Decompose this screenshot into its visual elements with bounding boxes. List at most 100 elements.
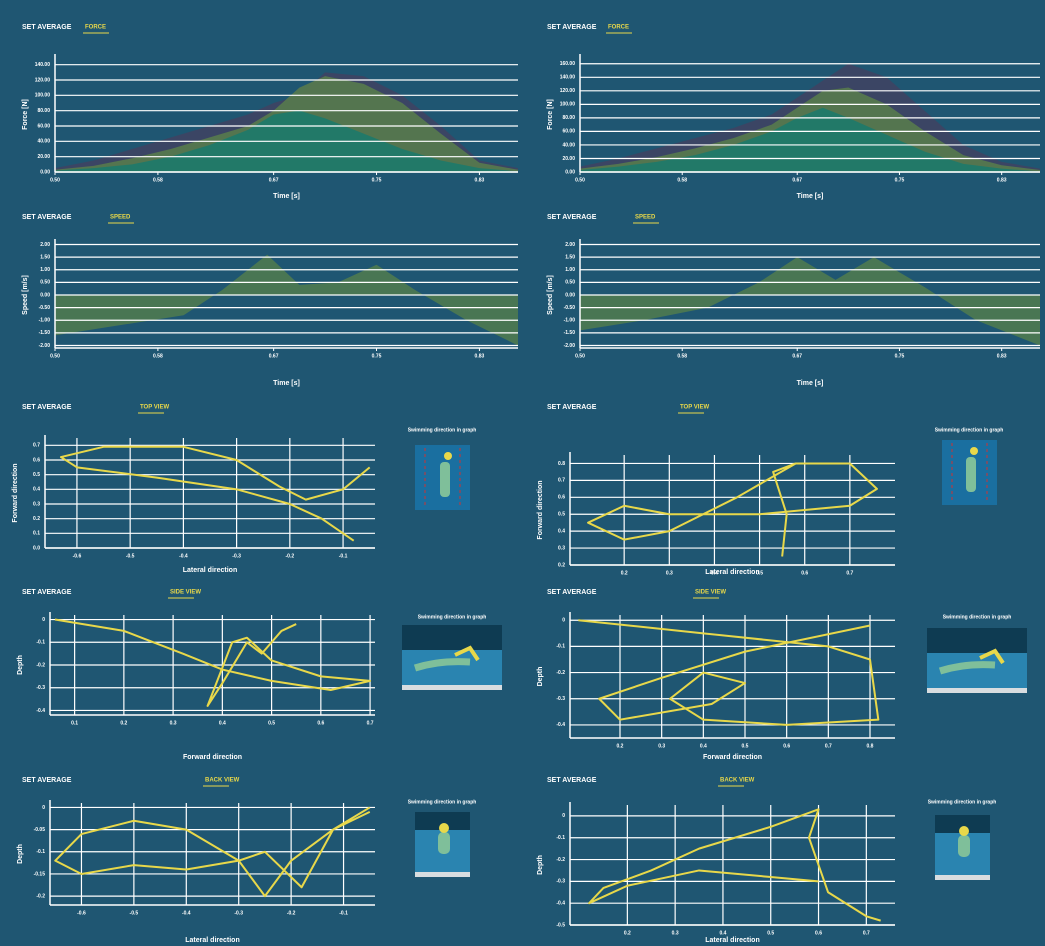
x-axis-label: Forward direction <box>183 754 242 761</box>
y-tick-label: 0.2 <box>558 562 565 568</box>
y-tick-label: -0.2 <box>36 662 45 668</box>
x-tick-label: 0.8 <box>867 743 874 749</box>
x-tick-label: 0.7 <box>367 720 374 726</box>
panel-subtitle: FORCE <box>608 25 629 31</box>
y-tick-label: -2.00 <box>39 343 51 349</box>
y-tick-label: 1.50 <box>40 254 50 260</box>
y-tick-label: 60.00 <box>37 123 50 129</box>
y-tick-label: -1.00 <box>39 318 51 324</box>
x-tick-label: 0.3 <box>170 720 177 726</box>
panel-subtitle: BACK VIEW <box>720 778 755 784</box>
y-tick-label: -0.4 <box>556 901 565 907</box>
y-axis-label: Depth <box>17 844 24 864</box>
x-axis-label: Time [s] <box>797 380 824 387</box>
y-tick-label: 2.00 <box>40 242 50 248</box>
panel-title: SET AVERAGE <box>547 24 597 31</box>
x-tick-label: 0.67 <box>792 177 802 183</box>
y-tick-label: 160.00 <box>560 61 576 67</box>
x-axis-label: Time [s] <box>273 380 300 387</box>
x-axis-label: Forward direction <box>703 754 762 761</box>
x-tick-label: -0.6 <box>77 910 86 916</box>
trajectory <box>578 619 880 726</box>
y-tick-label: 100.00 <box>560 102 576 108</box>
y-tick-label: -0.2 <box>556 857 565 863</box>
x-tick-label: 0.2 <box>120 720 127 726</box>
y-tick-label: 80.00 <box>562 115 575 121</box>
x-tick-label: 0.3 <box>672 930 679 936</box>
x-tick-label: 0.75 <box>372 353 382 359</box>
y-tick-label: 120.00 <box>35 77 51 83</box>
y-tick-label: -0.2 <box>36 893 45 899</box>
panel-title: SET AVERAGE <box>547 214 597 221</box>
y-tick-label: -0.50 <box>564 305 576 311</box>
y-tick-label: 0.1 <box>33 531 40 537</box>
y-tick-label: -0.1 <box>36 849 45 855</box>
y-tick-label: 120.00 <box>560 88 576 94</box>
icon-top-right <box>942 440 997 505</box>
y-tick-label: -0.15 <box>34 871 46 877</box>
icon-caption: Swimming direction in graph <box>943 614 1012 620</box>
y-tick-label: 0.00 <box>40 169 50 175</box>
x-tick-label: -0.4 <box>182 910 191 916</box>
x-tick-label: 0.3 <box>658 743 665 749</box>
y-tick-label: -1.00 <box>564 318 576 324</box>
y-tick-label: -0.4 <box>556 722 565 728</box>
x-tick-label: -0.1 <box>339 910 348 916</box>
panel-title: SET AVERAGE <box>547 777 597 784</box>
x-tick-label: 0.58 <box>677 177 687 183</box>
x-tick-label: 0.6 <box>801 570 808 576</box>
x-tick-label: -0.5 <box>130 910 139 916</box>
y-tick-label: 20.00 <box>562 156 575 162</box>
y-tick-label: 0.6 <box>33 457 40 463</box>
y-tick-label: 40.00 <box>562 142 575 148</box>
y-tick-label: 0.2 <box>33 516 40 522</box>
x-tick-label: 0.5 <box>767 930 774 936</box>
x-tick-label: 0.2 <box>624 930 631 936</box>
x-tick-label: -0.3 <box>234 910 243 916</box>
y-axis-label: Depth <box>537 855 544 875</box>
y-tick-label: 0.3 <box>558 545 565 551</box>
x-tick-label: -0.3 <box>232 553 241 559</box>
panel-subtitle: TOP VIEW <box>140 405 169 411</box>
x-axis-label: Lateral direction <box>705 569 759 576</box>
x-tick-label: 0.5 <box>268 720 275 726</box>
y-tick-label: -0.3 <box>36 685 45 691</box>
icon-top-left <box>415 445 470 510</box>
panel-subtitle: TOP VIEW <box>680 405 709 411</box>
y-tick-label: 0.7 <box>558 478 565 484</box>
x-tick-label: -0.2 <box>286 553 295 559</box>
y-tick-label: 140.00 <box>35 62 51 68</box>
y-tick-label: 1.00 <box>565 267 575 273</box>
x-tick-label: 0.2 <box>621 570 628 576</box>
x-tick-label: -0.5 <box>126 553 135 559</box>
y-tick-label: -0.3 <box>556 879 565 885</box>
x-tick-label: 0.4 <box>719 930 726 936</box>
icon-caption: Swimming direction in graph <box>408 427 477 433</box>
icon-side-left <box>402 625 502 690</box>
x-tick-label: 0.7 <box>846 570 853 576</box>
panel-title: SET AVERAGE <box>22 589 72 596</box>
y-tick-label: 20.00 <box>37 154 50 160</box>
panel-subtitle: SIDE VIEW <box>170 590 201 596</box>
x-axis-label: Lateral direction <box>185 937 239 944</box>
x-tick-label: 0.83 <box>475 177 485 183</box>
y-axis-label: Force [N] <box>22 99 29 130</box>
y-axis-label: Forward direction <box>537 480 544 539</box>
x-tick-label: 0.50 <box>575 177 585 183</box>
y-tick-label: -0.05 <box>34 827 46 833</box>
y-tick-label: 40.00 <box>37 139 50 145</box>
x-axis-label: Lateral direction <box>705 937 759 944</box>
x-tick-label: 0.4 <box>711 570 718 576</box>
y-axis-label: Depth <box>537 667 544 687</box>
panel-title: SET AVERAGE <box>22 214 72 221</box>
y-tick-label: -0.5 <box>556 922 565 928</box>
x-axis-label: Time [s] <box>273 193 300 200</box>
y-axis-label: Forward direction <box>12 463 19 522</box>
x-tick-label: 0.58 <box>677 353 687 359</box>
x-tick-label: 0.4 <box>219 720 226 726</box>
icon-back-left <box>415 812 470 877</box>
icon-side-right <box>927 628 1027 693</box>
panel-title: SET AVERAGE <box>547 404 597 411</box>
